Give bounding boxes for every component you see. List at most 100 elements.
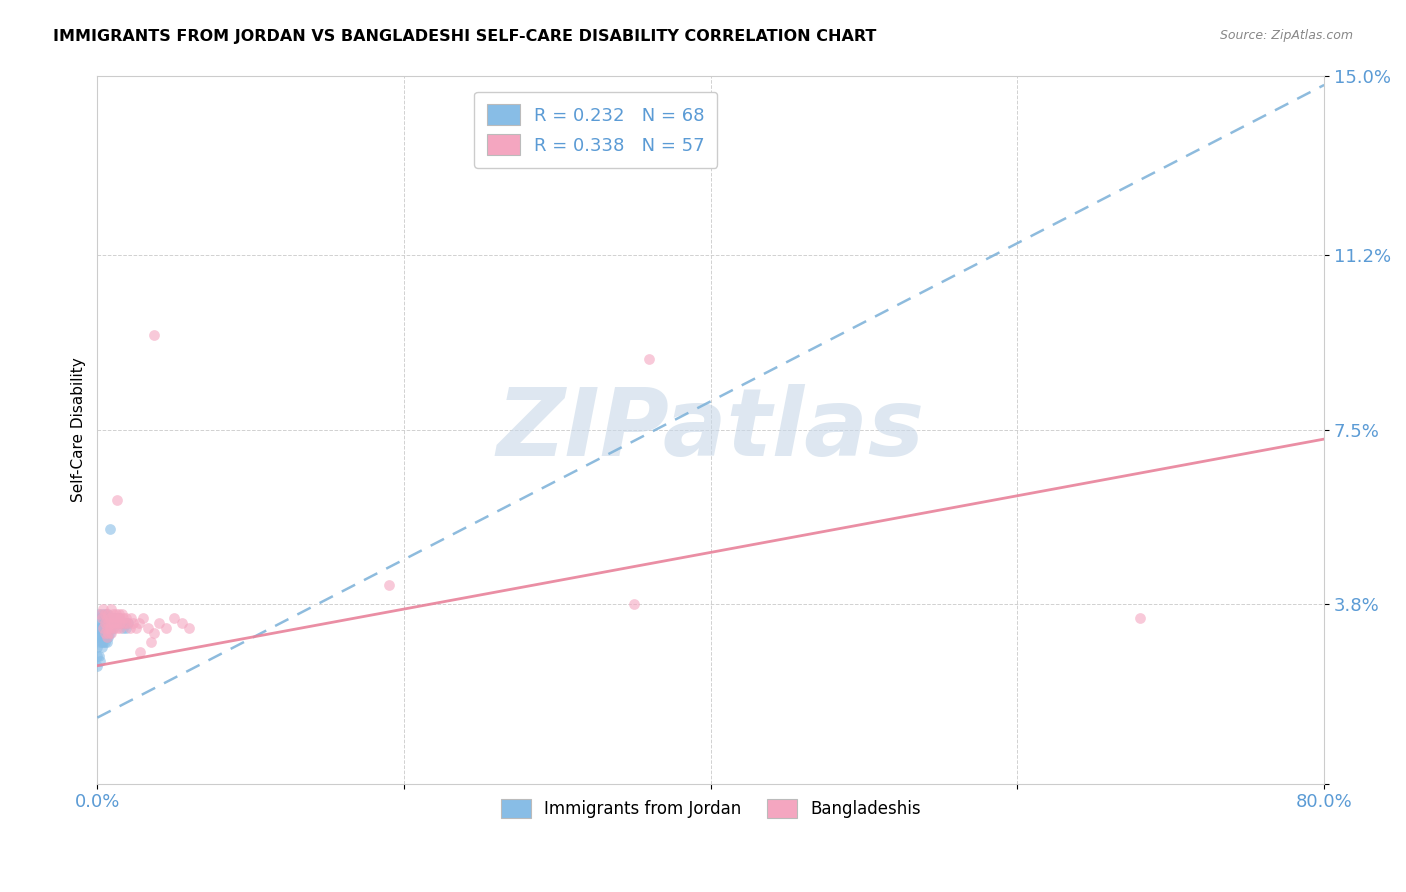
Point xyxy=(105,611,128,625)
Point xyxy=(97,625,120,640)
Point xyxy=(93,621,115,635)
Point xyxy=(105,621,128,635)
Point xyxy=(110,611,132,625)
Point xyxy=(94,611,117,625)
Point xyxy=(139,635,162,649)
Point xyxy=(97,631,120,645)
Point xyxy=(96,625,118,640)
Point xyxy=(108,611,131,625)
Point xyxy=(93,635,115,649)
Point xyxy=(94,607,117,621)
Point xyxy=(103,621,125,635)
Point xyxy=(97,621,120,635)
Point xyxy=(91,611,114,625)
Point xyxy=(111,616,134,631)
Point xyxy=(94,635,117,649)
Point xyxy=(89,611,111,625)
Point xyxy=(96,607,118,621)
Point xyxy=(103,616,125,631)
Point xyxy=(94,625,117,640)
Point xyxy=(112,621,135,635)
Point xyxy=(143,625,166,640)
Point xyxy=(96,621,118,635)
Point xyxy=(94,625,117,640)
Point xyxy=(148,616,170,631)
Point xyxy=(89,621,111,635)
Point xyxy=(103,611,125,625)
Point xyxy=(96,621,118,635)
Point xyxy=(111,607,134,621)
Point xyxy=(128,616,150,631)
Point xyxy=(125,621,148,635)
Point xyxy=(91,607,114,621)
Point xyxy=(89,635,111,649)
Point xyxy=(143,328,166,343)
Text: ZIPatlas: ZIPatlas xyxy=(496,384,925,475)
Point xyxy=(98,611,121,625)
Y-axis label: Self-Care Disability: Self-Care Disability xyxy=(72,358,86,502)
Point xyxy=(100,602,122,616)
Point xyxy=(638,351,661,366)
Point xyxy=(104,616,127,631)
Point xyxy=(97,625,120,640)
Point xyxy=(89,631,111,645)
Point xyxy=(163,611,186,625)
Point xyxy=(104,616,127,631)
Point xyxy=(96,611,118,625)
Point xyxy=(86,640,108,654)
Point xyxy=(94,631,117,645)
Point xyxy=(94,616,117,631)
Legend: Immigrants from Jordan, Bangladeshis: Immigrants from Jordan, Bangladeshis xyxy=(495,792,927,825)
Point xyxy=(98,616,121,631)
Point xyxy=(112,611,135,625)
Point xyxy=(115,621,138,635)
Point xyxy=(93,621,115,635)
Point xyxy=(86,631,108,645)
Point xyxy=(96,631,118,645)
Point xyxy=(86,649,108,664)
Point xyxy=(114,616,136,631)
Point xyxy=(117,616,139,631)
Point xyxy=(105,616,128,631)
Point xyxy=(97,607,120,621)
Point xyxy=(101,616,124,631)
Point xyxy=(114,616,136,631)
Point xyxy=(1129,611,1152,625)
Point xyxy=(98,625,121,640)
Text: Source: ZipAtlas.com: Source: ZipAtlas.com xyxy=(1219,29,1353,42)
Point xyxy=(104,607,127,621)
Point xyxy=(91,631,114,645)
Point xyxy=(86,621,108,635)
Point xyxy=(96,616,118,631)
Point xyxy=(91,640,114,654)
Point xyxy=(108,616,131,631)
Point xyxy=(100,611,122,625)
Point xyxy=(91,635,114,649)
Point xyxy=(93,602,115,616)
Point xyxy=(100,616,122,631)
Point xyxy=(136,621,159,635)
Point xyxy=(129,644,152,658)
Point xyxy=(94,621,117,635)
Point xyxy=(97,616,120,631)
Point xyxy=(101,607,124,621)
Point xyxy=(93,611,115,625)
Point xyxy=(115,611,138,625)
Point xyxy=(100,621,122,635)
Point xyxy=(623,597,645,611)
Point xyxy=(132,611,155,625)
Point xyxy=(91,616,114,631)
Point xyxy=(105,493,128,508)
Point xyxy=(91,625,114,640)
Point xyxy=(155,621,177,635)
Point xyxy=(98,621,121,635)
Point xyxy=(101,621,124,635)
Point xyxy=(96,635,118,649)
Point xyxy=(93,616,115,631)
Point xyxy=(93,631,115,645)
Text: IMMIGRANTS FROM JORDAN VS BANGLADESHI SELF-CARE DISABILITY CORRELATION CHART: IMMIGRANTS FROM JORDAN VS BANGLADESHI SE… xyxy=(53,29,877,44)
Point xyxy=(98,621,121,635)
Point xyxy=(89,654,111,668)
Point xyxy=(101,611,124,625)
Point xyxy=(117,616,139,631)
